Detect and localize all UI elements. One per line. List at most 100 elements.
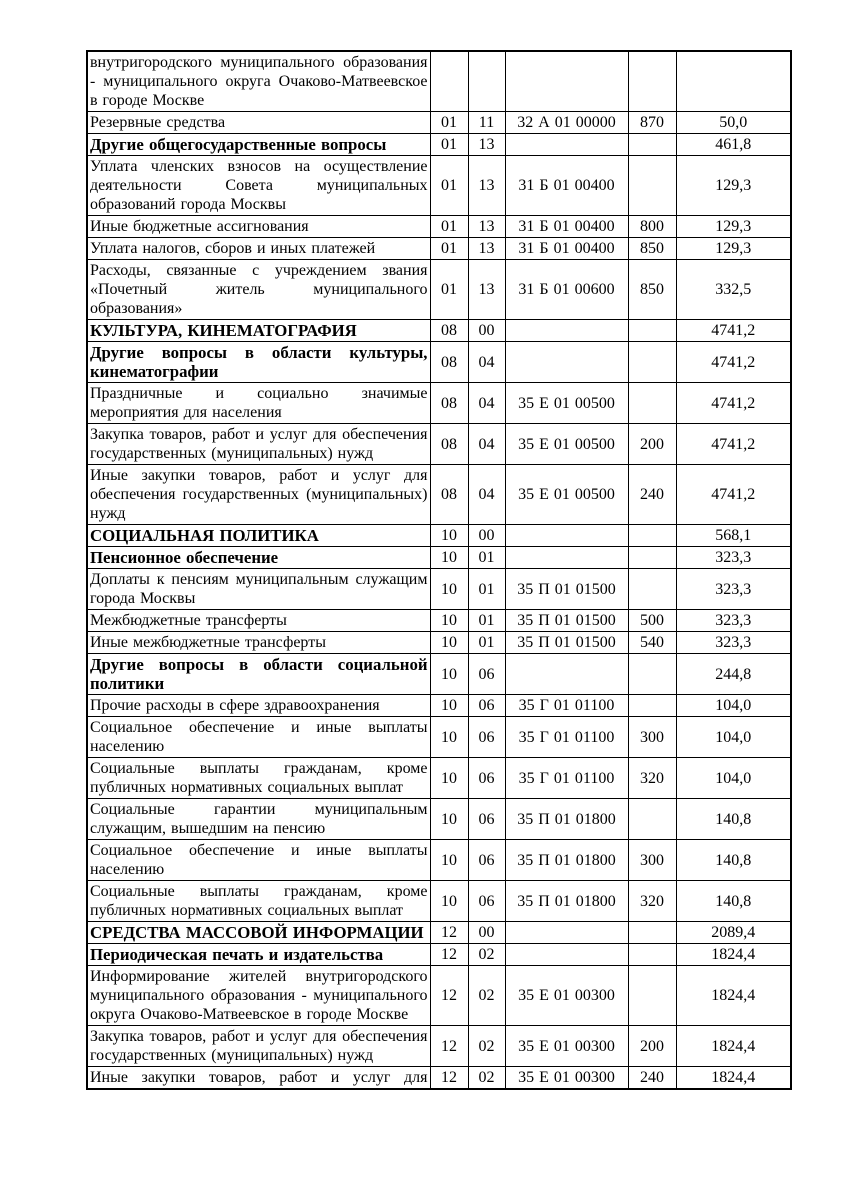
cell-name: Периодическая печать и издательства <box>86 943 431 966</box>
cell-rz: 10 <box>429 880 469 922</box>
cell-csr: 35 Г 01 01100 <box>504 694 629 717</box>
cell-amount: 244,8 <box>675 653 792 695</box>
table-row: Периодическая печать и издательства 12 02 1… <box>86 943 792 966</box>
cell-rz: 12 <box>429 921 469 944</box>
cell-amount: 4741,2 <box>675 319 792 342</box>
cell-pr: 06 <box>467 757 506 799</box>
cell-csr <box>504 546 629 569</box>
cell-amount: 323,3 <box>675 631 792 654</box>
cell-csr <box>504 50 629 112</box>
cell-name: Социальные выплаты гражданам, кроме публ… <box>86 757 431 799</box>
cell-csr: 35 Е 01 00500 <box>504 423 629 465</box>
cell-csr <box>504 653 629 695</box>
cell-rz: 01 <box>429 215 469 238</box>
cell-amount: 140,8 <box>675 880 792 922</box>
cell-pr: 06 <box>467 694 506 717</box>
table-row: Социальные выплаты гражданам, кроме публ… <box>86 757 792 799</box>
table-row: Другие вопросы в области культуры, кинем… <box>86 341 792 383</box>
table-row: СОЦИАЛЬНАЯ ПОЛИТИКА 10 00 568,1 <box>86 524 792 547</box>
cell-amount: 4741,2 <box>675 341 792 383</box>
cell-pr: 00 <box>467 524 506 547</box>
table-row: Уплата налогов, сборов и иных платежей 01… <box>86 237 792 260</box>
cell-pr: 06 <box>467 653 506 695</box>
cell-amount: 104,0 <box>675 757 792 799</box>
cell-vr <box>627 943 677 966</box>
cell-vr: 320 <box>627 880 677 922</box>
cell-pr: 13 <box>467 155 506 216</box>
table-row: КУЛЬТУРА, КИНЕМАТОГРАФИЯ 08 00 4741,2 <box>86 319 792 342</box>
cell-name: Социальное обеспечение и иные выплаты на… <box>86 716 431 758</box>
table-row: Информирование жителей внутригородского … <box>86 965 792 1026</box>
cell-amount: 4741,2 <box>675 464 792 525</box>
cell-vr: 200 <box>627 423 677 465</box>
cell-name: Социальные выплаты гражданам, кроме публ… <box>86 880 431 922</box>
cell-name: Уплата членских взносов на осуществление… <box>86 155 431 216</box>
cell-csr: 35 Е 01 00500 <box>504 464 629 525</box>
cell-csr: 32 А 01 00000 <box>504 111 629 134</box>
cell-pr: 13 <box>467 237 506 260</box>
cell-name: СРЕДСТВА МАССОВОЙ ИНФОРМАЦИИ <box>86 921 431 944</box>
cell-csr: 31 Б 01 00400 <box>504 155 629 216</box>
cell-vr: 850 <box>627 237 677 260</box>
cell-vr <box>627 568 677 610</box>
cell-rz: 01 <box>429 259 469 320</box>
cell-amount: 129,3 <box>675 155 792 216</box>
cell-pr: 02 <box>467 1025 506 1067</box>
cell-csr: 35 Г 01 01100 <box>504 716 629 758</box>
cell-amount: 4741,2 <box>675 382 792 424</box>
cell-rz: 01 <box>429 111 469 134</box>
cell-rz: 10 <box>429 631 469 654</box>
cell-name: КУЛЬТУРА, КИНЕМАТОГРАФИЯ <box>86 319 431 342</box>
cell-vr: 300 <box>627 839 677 881</box>
cell-csr: 35 П 01 01800 <box>504 839 629 881</box>
cell-pr: 00 <box>467 319 506 342</box>
table-row: Социальные выплаты гражданам, кроме публ… <box>86 880 792 922</box>
cell-amount: 461,8 <box>675 133 792 156</box>
cell-name: Расходы, связанные с учреждением звания … <box>86 259 431 320</box>
cell-vr <box>627 694 677 717</box>
cell-vr <box>627 921 677 944</box>
cell-rz: 08 <box>429 319 469 342</box>
cell-vr: 870 <box>627 111 677 134</box>
cell-name: Информирование жителей внутригородского … <box>86 965 431 1026</box>
cell-rz: 10 <box>429 546 469 569</box>
cell-csr: 35 П 01 01500 <box>504 609 629 632</box>
cell-amount: 323,3 <box>675 546 792 569</box>
cell-pr: 11 <box>467 111 506 134</box>
cell-vr <box>627 382 677 424</box>
cell-csr: 35 П 01 01800 <box>504 798 629 840</box>
cell-vr <box>627 155 677 216</box>
cell-csr: 35 Е 01 00300 <box>504 965 629 1026</box>
cell-name: Иные бюджетные ассигнования <box>86 215 431 238</box>
cell-vr <box>627 133 677 156</box>
cell-pr: 01 <box>467 631 506 654</box>
cell-csr <box>504 921 629 944</box>
cell-vr <box>627 50 677 112</box>
cell-pr: 01 <box>467 609 506 632</box>
cell-rz: 01 <box>429 155 469 216</box>
table-row: Иные закупки товаров, работ и услуг для … <box>86 464 792 525</box>
cell-name: Другие вопросы в области социальной поли… <box>86 653 431 695</box>
table-row: Другие вопросы в области социальной поли… <box>86 653 792 695</box>
cell-rz: 10 <box>429 609 469 632</box>
cell-name: Уплата налогов, сборов и иных платежей <box>86 237 431 260</box>
cell-name: Иные закупки товаров, работ и услуг для … <box>86 464 431 525</box>
cell-vr <box>627 546 677 569</box>
cell-vr: 240 <box>627 464 677 525</box>
cell-csr: 35 Е 01 00300 <box>504 1066 629 1090</box>
cell-csr <box>504 341 629 383</box>
cell-amount: 129,3 <box>675 215 792 238</box>
cell-amount: 1824,4 <box>675 1066 792 1090</box>
table-row: Иные бюджетные ассигнования 01 13 31 Б 01 0… <box>86 215 792 238</box>
cell-rz: 10 <box>429 524 469 547</box>
cell-rz: 08 <box>429 341 469 383</box>
cell-amount: 50,0 <box>675 111 792 134</box>
table-row: Доплаты к пенсиям муниципальным служащим… <box>86 568 792 610</box>
cell-csr: 31 Б 01 00600 <box>504 259 629 320</box>
cell-rz: 10 <box>429 568 469 610</box>
cell-vr: 800 <box>627 215 677 238</box>
cell-vr <box>627 653 677 695</box>
cell-name: внутригородского муниципального образова… <box>86 50 431 112</box>
cell-amount: 104,0 <box>675 716 792 758</box>
